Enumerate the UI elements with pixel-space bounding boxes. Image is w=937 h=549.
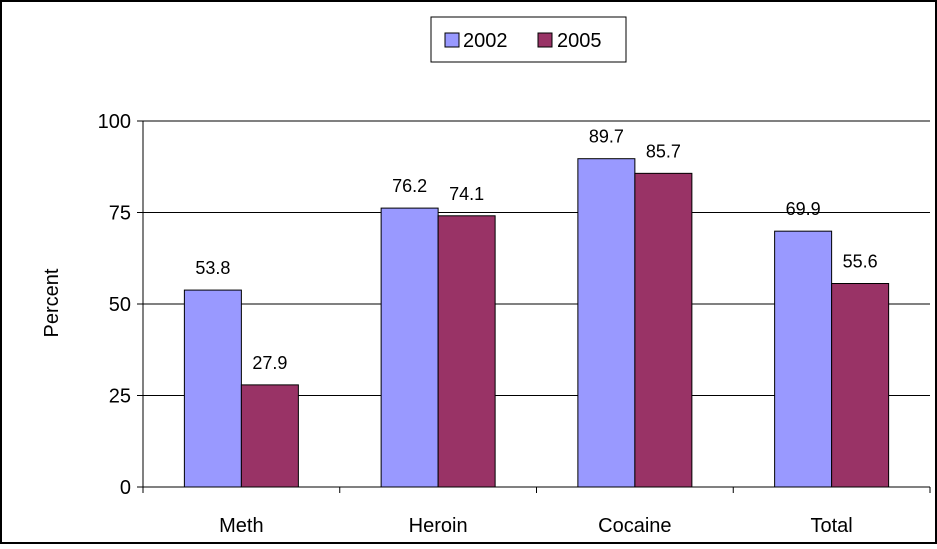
data-label-meth-2002: 53.8 bbox=[195, 258, 230, 278]
data-label-meth-2005: 27.9 bbox=[252, 353, 287, 373]
category-label-meth: Meth bbox=[219, 515, 263, 537]
legend-label-2005: 2005 bbox=[557, 30, 602, 52]
legend-label-2002: 2002 bbox=[463, 30, 508, 52]
data-label-total-2002: 69.9 bbox=[786, 199, 821, 219]
y-axis-title: Percent bbox=[41, 268, 63, 337]
legend: 2002 2005 bbox=[430, 16, 627, 63]
bar-meth-2002 bbox=[183, 289, 242, 488]
bar-total-2005 bbox=[831, 283, 890, 488]
bar-total-2002 bbox=[774, 230, 833, 488]
bar-heroin-2005 bbox=[437, 215, 496, 488]
category-label-cocaine: Cocaine bbox=[598, 515, 671, 537]
axes bbox=[137, 120, 931, 493]
bar-cocaine-2005 bbox=[634, 172, 693, 488]
y-tick-label: 50 bbox=[109, 294, 131, 316]
y-tick-label: 100 bbox=[98, 111, 131, 133]
bars bbox=[183, 158, 890, 488]
y-tick-label: 75 bbox=[109, 203, 131, 225]
data-label-cocaine-2002: 89.7 bbox=[589, 127, 624, 147]
y-tick-label: 0 bbox=[120, 477, 131, 499]
y-tick-label: 25 bbox=[109, 386, 131, 408]
data-label-cocaine-2005: 85.7 bbox=[646, 141, 681, 161]
legend-swatch-2002 bbox=[444, 32, 460, 48]
category-label-heroin: Heroin bbox=[409, 515, 468, 537]
bar-heroin-2002 bbox=[380, 207, 439, 488]
data-label-heroin-2005: 74.1 bbox=[449, 184, 484, 204]
data-label-total-2005: 55.6 bbox=[843, 252, 878, 272]
legend-swatch-2005 bbox=[537, 32, 553, 48]
labels: 0 25 50 75 100 53.8 27.9 Meth 76.2 74.1 Heroin 89.7… bbox=[98, 111, 878, 537]
category-label-total: Total bbox=[811, 515, 853, 537]
legend-box bbox=[430, 16, 627, 63]
bar-cocaine-2002 bbox=[577, 158, 636, 488]
data-label-heroin-2002: 76.2 bbox=[392, 176, 427, 196]
bar-meth-2005 bbox=[240, 384, 299, 488]
